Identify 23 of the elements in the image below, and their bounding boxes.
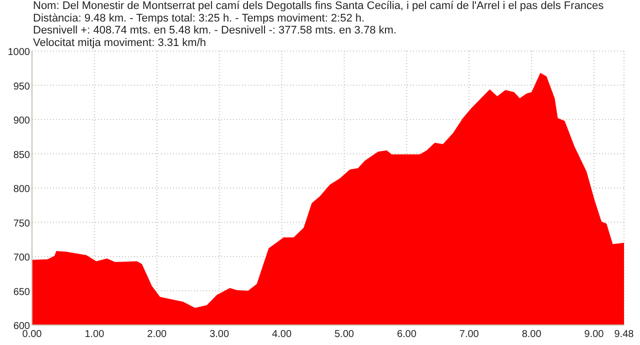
y-tick-label: 900 [13, 116, 30, 126]
text: Distància: 9.48 km. - Temps total: 3:25 h. - Temps moviment: 2:52 h. [33, 12, 365, 24]
text: Velocitat mitja moviment: 3.31 km/h [33, 36, 206, 49]
y-tick-label: 850 [13, 150, 30, 161]
text: Desnivell +: 408.74 mts. en 5.48 km. - Desnivell -: 377.58 mts. en 3.78 km. [33, 24, 396, 37]
x-tick-label: 9.00 [584, 329, 604, 340]
x-tick-label: 1.00 [84, 329, 105, 340]
x-tick-label: 0.00 [22, 329, 42, 340]
x-tick-label: 5.00 [334, 329, 354, 340]
x-tick-label: 8.00 [522, 329, 542, 340]
x-tick-label: 9.48 [614, 329, 634, 340]
y-tick-label: 1000 [8, 47, 30, 58]
x-tick-label: 2.00 [147, 329, 168, 340]
y-tick-label: 950 [13, 81, 30, 92]
y-tick-label: 650 [13, 286, 30, 298]
chart-title: Nom: Del Monestir de Montserrat pel camí dels Degotalls fins Santa Cecília, i pel camí de l'Arrel i el pas dels Frances [33, 0, 604, 12]
x-tick-label: 3.00 [210, 329, 230, 340]
y-tick-label: 800 [13, 184, 30, 195]
x-tick-label: 4.00 [272, 329, 292, 340]
y-tick-label: 750 [13, 218, 30, 230]
y-tick-label: 700 [13, 252, 30, 264]
x-tick-label: 7.00 [459, 329, 480, 340]
x-tick-label: 6.00 [396, 329, 417, 340]
